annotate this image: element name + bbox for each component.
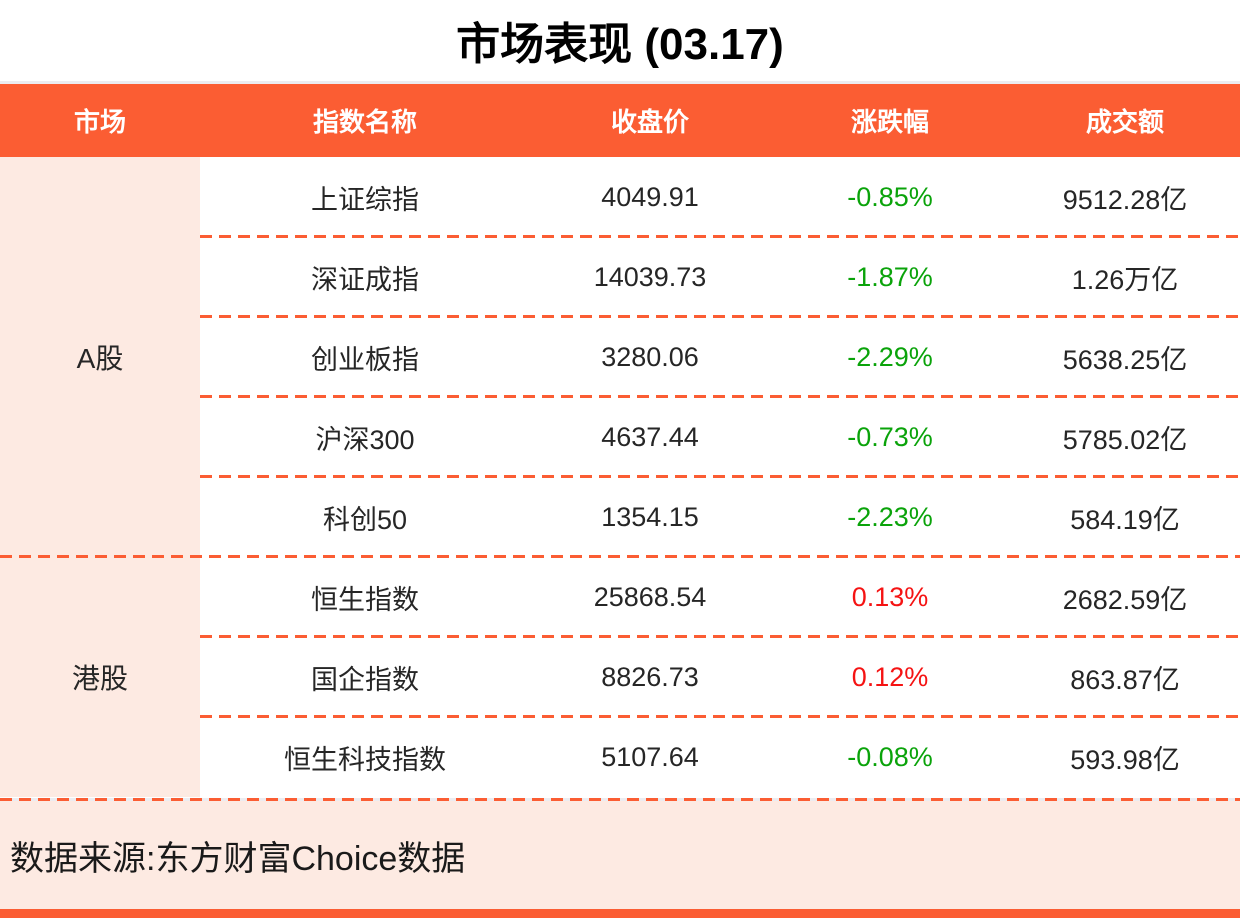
header-close: 收盘价: [610, 107, 689, 138]
turnover-cell: 2682.59亿: [1062, 584, 1188, 615]
change-percent-cell: -2.29%: [847, 341, 933, 372]
close-price-cell: 4049.91: [601, 181, 699, 212]
table-header-row: 市场 指数名称 收盘价 涨跌幅 成交额: [0, 83, 1240, 158]
header-market: 市场: [73, 107, 126, 138]
turnover-cell: 1.26万亿: [1071, 264, 1179, 295]
close-price-cell: 14039.73: [593, 261, 707, 292]
market-label: 港股: [0, 557, 200, 798]
index-name-cell: 创业板指: [311, 344, 419, 375]
index-name-cell: 深证成指: [311, 264, 419, 295]
table-body: A股 上证综指 4049.91 -0.85% 9512.28亿 深证成指 140…: [0, 157, 1240, 798]
data-source-text: 数据来源:东方财富Choice数据: [10, 839, 466, 878]
table-row: 恒生科技指数 5107.64 -0.08% 593.98亿: [200, 715, 1240, 797]
change-percent-cell: -1.87%: [847, 261, 933, 292]
turnover-cell: 584.19亿: [1070, 504, 1180, 535]
bottom-accent-bar: [0, 909, 1240, 918]
change-percent-cell: -0.08%: [847, 741, 933, 772]
group-rows: 恒生指数 25868.54 0.13% 2682.59亿 国企指数 8826.7…: [200, 557, 1240, 797]
index-name-cell: 上证综指: [311, 184, 419, 215]
close-price-cell: 8826.73: [601, 661, 699, 692]
index-name-cell: 恒生指数: [311, 584, 419, 615]
close-price-cell: 5107.64: [601, 741, 699, 772]
market-label: A股: [0, 157, 200, 558]
index-name-cell: 科创50: [322, 504, 408, 535]
footer-divider: [0, 798, 1240, 802]
close-price-cell: 25868.54: [593, 581, 707, 612]
index-name-cell: 恒生科技指数: [284, 744, 446, 775]
change-percent-cell: 0.13%: [851, 581, 929, 612]
table-row: 国企指数 8826.73 0.12% 863.87亿: [200, 635, 1240, 717]
turnover-cell: 5785.02亿: [1062, 424, 1188, 455]
title-bar: 市场表现 (03.17): [0, 0, 1240, 81]
index-name-cell: 国企指数: [311, 664, 419, 695]
table-row: 沪深300 4637.44 -0.73% 5785.02亿: [200, 395, 1240, 477]
group-rows: 上证综指 4049.91 -0.85% 9512.28亿 深证成指 14039.…: [200, 157, 1240, 557]
market-group-hk-shares: 港股 恒生指数 25868.54 0.13% 2682.59亿 国企指数 882…: [0, 555, 1240, 798]
table-row: 上证综指 4049.91 -0.85% 9512.28亿: [200, 157, 1240, 237]
header-index-name: 指数名称: [312, 107, 417, 138]
turnover-cell: 5638.25亿: [1062, 344, 1188, 375]
close-price-cell: 1354.15: [601, 501, 699, 532]
index-name-cell: 沪深300: [315, 424, 415, 455]
header-top-divider: [0, 80, 1240, 84]
page-title: 市场表现 (03.17): [456, 20, 784, 70]
header-turnover: 成交额: [1085, 107, 1164, 138]
turnover-cell: 9512.28亿: [1062, 184, 1188, 215]
change-percent-cell: -2.23%: [847, 501, 933, 532]
turnover-cell: 863.87亿: [1070, 664, 1180, 695]
close-price-cell: 4637.44: [601, 421, 699, 452]
change-percent-cell: 0.12%: [851, 661, 929, 692]
close-price-cell: 3280.06: [601, 341, 699, 372]
table-row: 创业板指 3280.06 -2.29% 5638.25亿: [200, 315, 1240, 397]
table-row: 恒生指数 25868.54 0.13% 2682.59亿: [200, 557, 1240, 637]
change-percent-cell: -0.85%: [847, 181, 933, 212]
table-row: 科创50 1354.15 -2.23% 584.19亿: [200, 475, 1240, 557]
header-change: 涨跌幅: [850, 107, 929, 138]
table-row: 深证成指 14039.73 -1.87% 1.26万亿: [200, 235, 1240, 317]
footer: 数据来源:东方财富Choice数据: [0, 801, 1240, 910]
change-percent-cell: -0.73%: [847, 421, 933, 452]
turnover-cell: 593.98亿: [1070, 744, 1180, 775]
market-group-a-shares: A股 上证综指 4049.91 -0.85% 9512.28亿 深证成指 140…: [0, 157, 1240, 558]
